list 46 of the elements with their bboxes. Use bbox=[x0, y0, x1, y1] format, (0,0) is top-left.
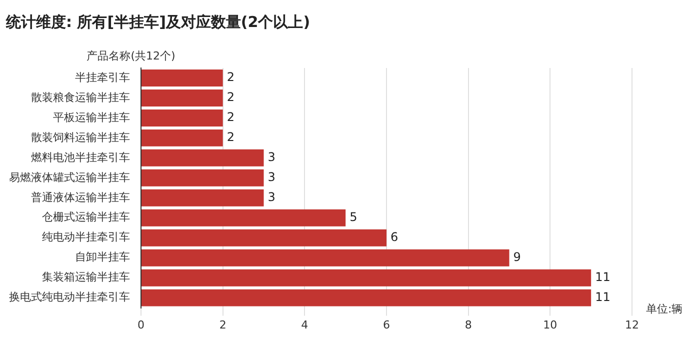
x-tick-label: 8 bbox=[464, 318, 472, 332]
bar bbox=[142, 289, 592, 306]
data-label: 9 bbox=[513, 250, 521, 264]
data-label: 11 bbox=[595, 270, 610, 284]
y-tick-label: 散装粮食运输半挂车 bbox=[31, 90, 130, 104]
bar bbox=[142, 169, 264, 186]
data-label: 2 bbox=[226, 110, 234, 124]
y-axis-title: 产品名称(共12个) bbox=[86, 49, 176, 62]
y-tick-label: 集装箱运输半挂车 bbox=[42, 270, 130, 284]
y-tick-label: 半挂牵引车 bbox=[75, 70, 130, 84]
bar bbox=[142, 89, 223, 106]
chart-title: 统计维度: 所有[半挂车]及对应数量(2个以上) bbox=[5, 12, 310, 31]
y-tick-label: 仓栅式运输半挂车 bbox=[42, 210, 130, 224]
bar bbox=[142, 149, 264, 166]
y-tick-label: 易燃液体罐式运输半挂车 bbox=[9, 170, 130, 184]
data-label: 3 bbox=[268, 150, 276, 164]
data-label: 2 bbox=[226, 70, 234, 84]
bar bbox=[142, 189, 264, 206]
bar bbox=[142, 129, 223, 146]
bar bbox=[142, 249, 510, 266]
y-tick-label: 纯电动半挂牵引车 bbox=[42, 230, 130, 244]
data-label: 2 bbox=[226, 130, 234, 144]
y-tick-label: 散装饲料运输半挂车 bbox=[31, 130, 130, 144]
y-tick-label: 燃料电池半挂牵引车 bbox=[31, 150, 130, 164]
y-tick-label: 自卸半挂车 bbox=[75, 250, 130, 264]
data-label: 2 bbox=[226, 90, 234, 104]
bar bbox=[142, 209, 346, 226]
data-label: 5 bbox=[350, 210, 358, 224]
data-label: 3 bbox=[268, 170, 276, 184]
bar bbox=[142, 269, 592, 286]
x-axis-title: 单位:辆 bbox=[646, 302, 683, 316]
data-label: 6 bbox=[390, 230, 398, 244]
x-tick-label: 6 bbox=[383, 318, 390, 332]
bar bbox=[142, 70, 223, 86]
x-tick-label: 4 bbox=[301, 318, 308, 332]
x-tick-label: 12 bbox=[625, 318, 639, 332]
bar bbox=[142, 229, 386, 246]
x-tick-label: 2 bbox=[219, 318, 226, 332]
x-tick-label: 0 bbox=[138, 318, 144, 332]
data-label: 11 bbox=[595, 290, 610, 304]
bar bbox=[142, 109, 223, 126]
data-label: 3 bbox=[268, 190, 276, 204]
y-tick-label: 普通液体运输半挂车 bbox=[31, 190, 130, 204]
x-tick-label: 10 bbox=[543, 318, 558, 332]
y-tick-label: 换电式纯电动半挂牵引车 bbox=[9, 290, 130, 304]
y-tick-label: 平板运输半挂车 bbox=[53, 110, 130, 124]
